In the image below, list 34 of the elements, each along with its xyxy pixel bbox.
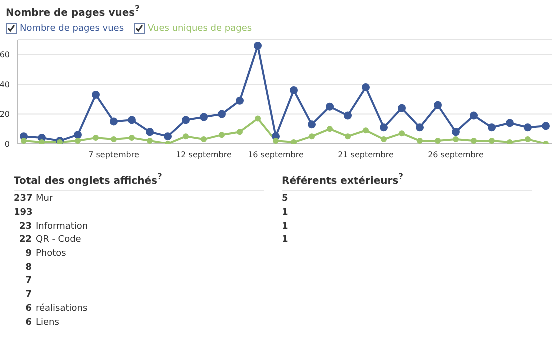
x-tick-label: 12 septembre	[176, 151, 232, 160]
category-label: réalisations	[36, 304, 88, 316]
data-label: 5	[282, 194, 288, 206]
data-label: 237	[14, 194, 33, 206]
data-label: 1	[282, 235, 288, 248]
data-label: 6	[24, 304, 32, 316]
data-label: 8	[24, 262, 32, 275]
data-label: 23	[18, 222, 32, 234]
x-tick-label: 21 septembre	[338, 151, 394, 160]
category-label: Photos	[36, 249, 66, 262]
category-label: QR - Code	[36, 235, 82, 248]
data-label: 7	[24, 290, 32, 302]
data-label: 9	[24, 249, 32, 262]
text: Nombre de pages vues	[19, 23, 124, 34]
text: Référents extérieurs$^{?}$	[282, 172, 404, 188]
data-label: 22	[18, 235, 32, 248]
x-tick-label: 7 septembre	[88, 151, 140, 160]
data-label: 1	[282, 222, 288, 234]
data-label: 1	[282, 208, 288, 220]
data-label: 7	[24, 276, 32, 288]
category-label: Information	[36, 222, 88, 234]
text: Vues uniques de pages	[147, 23, 252, 34]
y-tick-label: 40	[0, 80, 10, 90]
category-label: Mur	[36, 194, 54, 206]
category-label: Liens	[36, 318, 60, 330]
chart-title: Nombre de pages vues$^{?}$	[6, 4, 140, 20]
x-tick-label: 26 septembre	[428, 151, 484, 160]
text: Total des onglets affichés$^{?}$	[14, 172, 162, 188]
data-label: 6	[24, 318, 32, 330]
y-tick-label: 0	[4, 140, 10, 150]
y-tick-label: 20	[0, 110, 10, 120]
x-tick-label: 16 septembre	[248, 151, 304, 160]
y-tick-label: 60	[0, 51, 10, 60]
data-label: 193	[14, 208, 33, 220]
